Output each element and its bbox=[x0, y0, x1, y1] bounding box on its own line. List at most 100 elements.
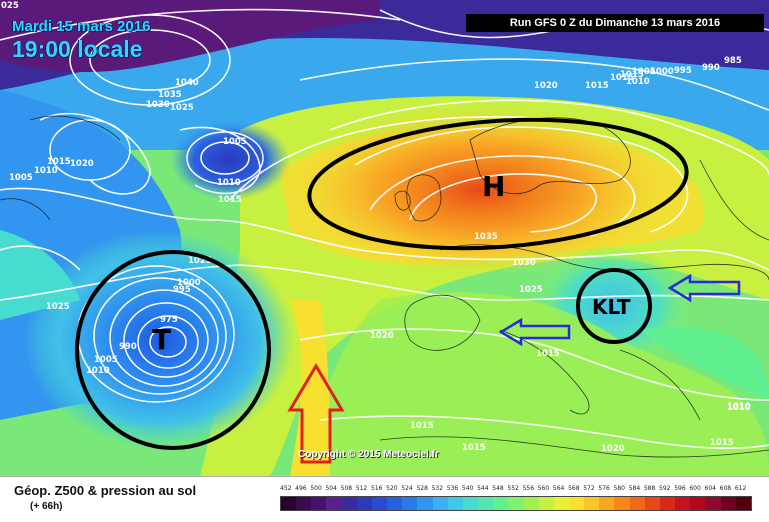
legend-swatch bbox=[735, 497, 751, 510]
pressure-label: 990 bbox=[119, 342, 137, 352]
legend-panel: Géop. Z500 & pression au sol (+ 66h) 452… bbox=[0, 476, 769, 522]
pressure-label: 1015 bbox=[462, 443, 486, 453]
legend-tick: 512 bbox=[355, 485, 368, 492]
legend-tick: 560 bbox=[537, 485, 550, 492]
high-pressure-ring bbox=[307, 117, 689, 251]
legend-swatch bbox=[493, 497, 509, 510]
legend-swatch bbox=[508, 497, 524, 510]
legend-swatch bbox=[387, 497, 403, 510]
legend-tick: 552 bbox=[507, 485, 519, 492]
legend-tick: 572 bbox=[583, 485, 595, 492]
legend-tick: 600 bbox=[689, 485, 701, 492]
legend-subtitle: (+ 66h) bbox=[30, 501, 63, 512]
pressure-label: 1030 bbox=[146, 100, 170, 110]
pressure-label: 990 bbox=[702, 63, 720, 73]
pressure-label: 995 bbox=[173, 285, 191, 295]
pressure-label: 1025 bbox=[170, 103, 194, 113]
pressure-label: 1005 bbox=[94, 355, 118, 365]
legend-swatch bbox=[584, 497, 600, 510]
legend-tick: 496 bbox=[295, 485, 307, 492]
legend-tick-labels: 452 496 500 504 508 512 516 520 524 528 532 536 540 5… bbox=[280, 485, 750, 495]
pressure-label: 1035 bbox=[474, 232, 498, 242]
legend-swatch bbox=[402, 497, 418, 510]
pressure-label: 1000 bbox=[177, 278, 201, 288]
east-flow-arrow bbox=[498, 317, 571, 347]
pressure-label: 1025 bbox=[46, 302, 70, 312]
legend-swatch bbox=[326, 497, 342, 510]
legend-swatch bbox=[629, 497, 645, 510]
legend-tick: 536 bbox=[446, 485, 459, 492]
legend-swatch bbox=[417, 497, 433, 510]
pressure-label: 1010 bbox=[727, 403, 751, 413]
cutoff-marker: KLT bbox=[592, 295, 631, 319]
legend-tick: 564 bbox=[552, 485, 565, 492]
legend-swatch bbox=[599, 497, 615, 510]
legend-tick: 588 bbox=[643, 485, 656, 492]
legend-tick: 532 bbox=[431, 485, 444, 492]
cutoff-low-ring bbox=[576, 268, 652, 344]
legend-tick: 504 bbox=[325, 485, 337, 492]
legend-swatch bbox=[447, 497, 463, 510]
legend-tick: 528 bbox=[416, 485, 428, 492]
legend-swatch bbox=[432, 497, 448, 510]
legend-swatch bbox=[462, 497, 479, 510]
legend-swatch bbox=[311, 497, 327, 510]
pressure-label: 1025 bbox=[188, 256, 212, 266]
legend-swatch bbox=[614, 497, 630, 510]
legend-swatch bbox=[568, 497, 585, 510]
pressure-label: 1040 bbox=[175, 78, 199, 88]
legend-swatch bbox=[538, 497, 554, 510]
pressure-label: 1010 bbox=[626, 77, 650, 87]
legend-tick: 568 bbox=[568, 485, 580, 492]
legend-tick: 508 bbox=[340, 485, 353, 492]
south-flow-arrow bbox=[287, 363, 345, 464]
pressure-label: 1010 bbox=[217, 178, 241, 188]
copyright-text: Copyright © 2015 Meteociel.fr bbox=[298, 449, 439, 460]
low-pressure-ring bbox=[75, 250, 271, 450]
legend-tick: 592 bbox=[659, 485, 671, 492]
pressure-label: 1005 bbox=[9, 173, 33, 183]
legend-tick: 500 bbox=[310, 485, 322, 492]
legend-tick: 520 bbox=[386, 485, 398, 492]
pressure-label: 1015 bbox=[410, 421, 434, 431]
legend-tick: 584 bbox=[628, 485, 641, 492]
legend-tick: 540 bbox=[461, 485, 474, 492]
pressure-label: 1020 bbox=[370, 331, 394, 341]
pressure-label: 1025 bbox=[519, 285, 543, 295]
pressure-label: 1015 bbox=[47, 157, 71, 167]
weather-map: 025 1040 1035 1030 1025 1005 1015 1020 1… bbox=[0, 0, 769, 476]
legend-tick: 524 bbox=[401, 485, 413, 492]
color-scale bbox=[280, 496, 752, 511]
model-run-label: Run GFS 0 Z du Dimanche 13 mars 2016 bbox=[466, 14, 764, 32]
legend-tick: 596 bbox=[674, 485, 686, 492]
pressure-label: 1020 bbox=[601, 444, 625, 454]
legend-swatch bbox=[659, 497, 676, 510]
pressure-label: 1015 bbox=[710, 438, 734, 448]
legend-tick: 548 bbox=[492, 485, 504, 492]
legend-title: Géop. Z500 & pression au sol bbox=[14, 483, 197, 498]
legend-swatch bbox=[296, 497, 312, 510]
pressure-label: 1020 bbox=[70, 159, 94, 169]
legend-swatch bbox=[720, 497, 736, 510]
legend-swatch bbox=[705, 497, 721, 510]
pressure-label: 1015 bbox=[620, 70, 644, 80]
legend-tick: 544 bbox=[477, 485, 489, 492]
legend-tick: 576 bbox=[598, 485, 610, 492]
legend-swatch bbox=[371, 497, 388, 510]
legend-swatch bbox=[281, 497, 297, 510]
legend-tick: 612 bbox=[734, 485, 747, 492]
pressure-label: 1035 bbox=[158, 90, 182, 100]
pressure-label: 1005 bbox=[223, 137, 247, 147]
legend-swatch bbox=[356, 497, 372, 510]
legend-tick: 608 bbox=[719, 485, 732, 492]
pressure-label: 1015 bbox=[585, 81, 609, 91]
legend-swatch bbox=[690, 497, 706, 510]
pressure-label: 1015 bbox=[610, 73, 634, 83]
pressure-label: 1000 bbox=[650, 67, 674, 77]
pressure-label: 1010 bbox=[34, 166, 58, 176]
forecast-time: 19:00 locale bbox=[12, 36, 143, 62]
pressure-label: 1030 bbox=[512, 258, 536, 268]
pressure-label: 1005 bbox=[632, 67, 656, 77]
pressure-label: 1010 bbox=[727, 402, 751, 412]
legend-tick: 556 bbox=[522, 485, 535, 492]
